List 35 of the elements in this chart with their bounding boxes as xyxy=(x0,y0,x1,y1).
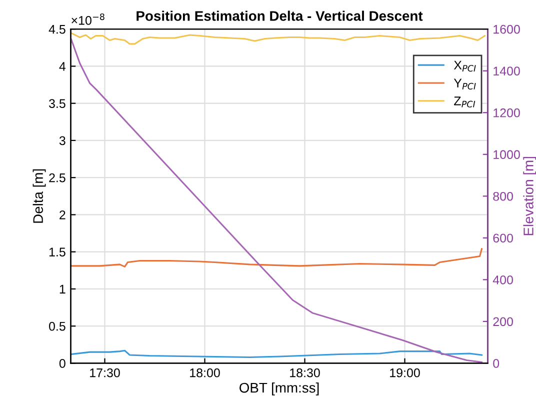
x-tick-label: 19:00 xyxy=(390,368,420,378)
legend-label: Y$_{PCI}$ xyxy=(454,78,476,90)
y-tick-label: 2.5 xyxy=(49,173,66,182)
legend-label: Z$_{PCI}$ xyxy=(454,96,476,108)
x-tick-label: 17:30 xyxy=(90,368,120,378)
y2-tick-label: 600 xyxy=(493,234,513,243)
y-tick-label: 1.5 xyxy=(49,248,66,256)
line-series xyxy=(70,248,483,268)
y2-tick-label: 800 xyxy=(493,192,513,201)
chart-title: Position Estimation Delta - Vertical Descent xyxy=(136,10,423,21)
line-series xyxy=(70,350,483,358)
line-series xyxy=(70,32,486,45)
y2-tick-label: 1600 xyxy=(494,24,520,34)
y-tick-label: 3.5 xyxy=(48,99,66,108)
x-tick-label: 18:30 xyxy=(290,368,320,378)
y-tick-label: 2 xyxy=(60,210,66,220)
text: ×10$^{−8}$ xyxy=(72,13,104,25)
y-tick-label: 3 xyxy=(59,136,66,146)
y2-tick-label: 1200 xyxy=(494,108,520,118)
x-axis-title: OBT [mm:ss] xyxy=(240,382,319,396)
line-series xyxy=(70,37,483,363)
x-tick-label: 18:00 xyxy=(190,368,220,378)
y-axis-title: Delta [m] xyxy=(32,169,46,223)
y2-tick-label: 200 xyxy=(493,317,513,326)
y-tick-label: 0 xyxy=(59,358,66,368)
y2-tick-label: 0 xyxy=(493,358,500,368)
y2-tick-label: 1000 xyxy=(494,150,520,160)
y-tick-label: 1 xyxy=(60,284,66,294)
y-tick-label: 4.5 xyxy=(48,25,66,34)
legend-label: X$_{PCI}$ xyxy=(454,60,476,72)
y2-tick-label: 1400 xyxy=(494,66,520,76)
y-tick-label: 4 xyxy=(59,62,66,71)
y2-axis-title: Elevation [m] xyxy=(523,156,536,236)
y-tick-label: 0.5 xyxy=(49,322,66,331)
y2-tick-label: 400 xyxy=(492,275,513,284)
